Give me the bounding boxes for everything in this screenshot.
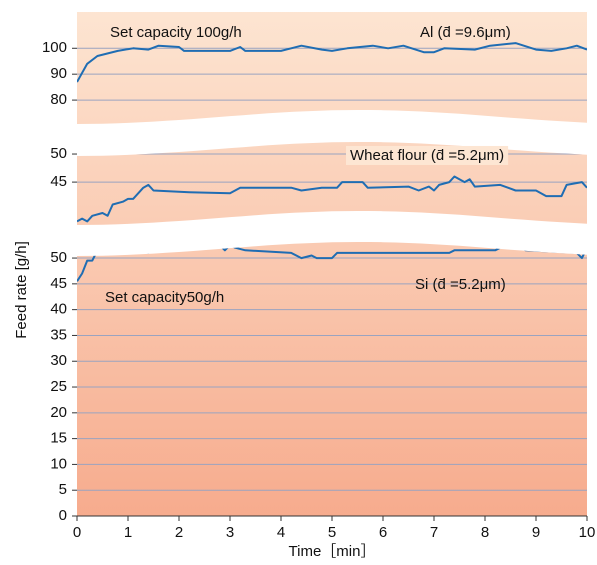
annotation: Set capacity 100g/h (110, 24, 242, 41)
y-tick-label: 45 (50, 275, 67, 292)
y-tick-label: 35 (50, 326, 67, 343)
panel-background (77, 242, 587, 516)
panel (77, 42, 587, 101)
x-tick-label: 2 (175, 524, 183, 541)
data-line (77, 42, 587, 83)
y-tick-label: 15 (50, 430, 67, 447)
panel-background (77, 12, 587, 124)
y-tick-label: 30 (50, 352, 67, 369)
annotation-background (346, 145, 509, 165)
x-tick-label: 7 (430, 524, 438, 541)
y-tick-label: 100 (42, 39, 67, 56)
x-axis-label: Time［min］ (289, 543, 376, 560)
y-tick-label: 90 (50, 65, 67, 82)
data-line (77, 175, 587, 223)
x-tick-label: 4 (277, 524, 285, 541)
x-tick-label: 8 (481, 524, 489, 541)
x-tick-label: 5 (328, 524, 336, 541)
x-tick-label: 3 (226, 524, 234, 541)
y-tick-label: 80 (50, 91, 67, 108)
annotation: Wheat flour (d̄ =5.2μm) (350, 147, 504, 164)
y-tick-label: 5 (59, 481, 67, 498)
x-tick-label: 1 (124, 524, 132, 541)
x-tick-label: 10 (579, 524, 596, 541)
y-tick-label: 50 (50, 249, 67, 266)
annotation: Set capacity50g/h (105, 289, 224, 306)
x-tick-label: 9 (532, 524, 540, 541)
y-tick-label: 0 (59, 507, 67, 524)
annotation: Al (d̄ =9.6μm) (420, 24, 511, 41)
y-tick-label: 50 (50, 145, 67, 162)
y-tick-label: 10 (50, 455, 67, 472)
y-tick-label: 45 (50, 173, 67, 190)
y-tick-label: 25 (50, 378, 67, 395)
y-tick-label: 40 (50, 301, 67, 318)
annotation: Si (d̄ =5.2μm) (415, 276, 506, 293)
y-axis-label: Feed rate [g/h] (13, 241, 30, 339)
x-tick-label: 6 (379, 524, 387, 541)
x-tick-label: 0 (73, 524, 81, 541)
panel (77, 242, 587, 516)
y-tick-label: 20 (50, 404, 67, 421)
